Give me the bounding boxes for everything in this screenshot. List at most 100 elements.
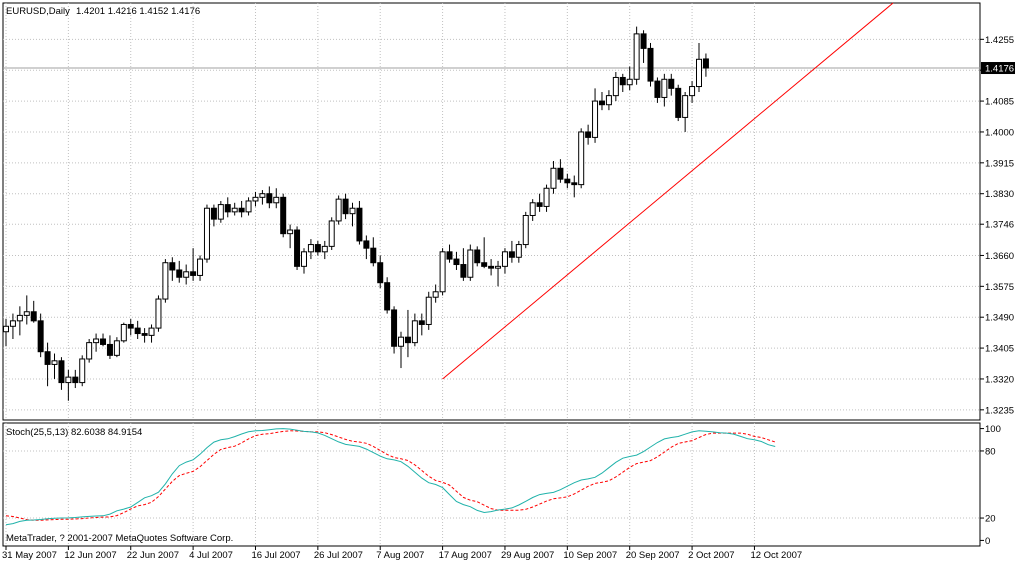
- candle: [16, 306, 23, 336]
- candle-body-down: [238, 207, 245, 213]
- candle: [86, 338, 93, 363]
- candle: [391, 306, 398, 354]
- price-tick-label: 1.4000: [985, 127, 1014, 138]
- candle-body-down: [370, 247, 377, 264]
- trendline[interactable]: [442, 2, 894, 380]
- main-panel-frame: [2, 2, 981, 421]
- candle: [307, 239, 314, 260]
- candle-body-up: [148, 327, 155, 336]
- candle: [106, 335, 113, 359]
- candle-body-up: [578, 131, 585, 186]
- time-tick-label: 12 Oct 2007: [750, 550, 802, 561]
- time-tick-label: 31 May 2007: [2, 550, 57, 561]
- candle-body-up: [252, 196, 259, 202]
- candle-body-up: [411, 320, 418, 344]
- candle: [446, 244, 453, 263]
- candle-body-up: [550, 167, 557, 189]
- candle: [127, 319, 134, 336]
- candle-body-up: [23, 311, 30, 316]
- price-tick-label: 1.3746: [985, 220, 1014, 231]
- candle: [252, 191, 259, 207]
- candle: [210, 204, 217, 227]
- candle: [488, 259, 495, 276]
- candle-body-down: [377, 262, 384, 284]
- candle-body-up: [259, 193, 266, 198]
- candle-body-up: [155, 298, 162, 329]
- candle: [411, 313, 418, 347]
- candle-body-up: [689, 86, 696, 97]
- time-tick-label: 17 Aug 2007: [439, 550, 492, 561]
- candle: [30, 300, 37, 323]
- candle: [585, 124, 592, 145]
- candle-body-up: [197, 258, 204, 276]
- symbol-label: EURUSD,Daily: [6, 6, 70, 17]
- stoch-tick-label: 0: [985, 536, 990, 547]
- candle: [300, 248, 307, 274]
- candle-body-up: [328, 220, 335, 247]
- candle: [654, 77, 661, 103]
- candle: [605, 90, 612, 111]
- time-tick-label: 16 Jul 2007: [251, 550, 300, 561]
- candle-body-up: [183, 271, 190, 278]
- candle-body-down: [474, 249, 481, 264]
- candle-body-down: [58, 360, 65, 384]
- price-tick-label: 1.3915: [985, 158, 1014, 169]
- candle: [197, 255, 204, 281]
- stoch-main-line: [5, 428, 776, 526]
- candle: [245, 197, 252, 216]
- candle-body-up: [86, 342, 93, 360]
- candle-body-down: [585, 131, 592, 138]
- time-tick-label: 22 Jun 2007: [127, 550, 179, 561]
- candle-body-down: [72, 376, 79, 384]
- candle: [633, 26, 640, 85]
- stoch-grid: [5, 423, 755, 546]
- stoch-signal-line: [5, 430, 776, 521]
- candle-body-up: [661, 78, 668, 98]
- candle: [224, 197, 231, 218]
- candle-body-up: [9, 320, 16, 327]
- stoch-tick-label: 80: [985, 446, 996, 457]
- candle-body-down: [141, 333, 148, 336]
- candle: [550, 161, 557, 194]
- candle: [536, 193, 543, 212]
- candle: [314, 240, 321, 256]
- candle: [668, 73, 675, 96]
- ohlc-label: 1.4201 1.4216 1.4152 1.4176: [76, 6, 200, 17]
- candle: [619, 73, 626, 92]
- candle: [398, 331, 405, 369]
- time-tick-label: 4 Jul 2007: [189, 550, 233, 561]
- candle-body-down: [210, 207, 217, 220]
- candle: [238, 200, 245, 218]
- candle-body-down: [481, 262, 488, 267]
- candle-body-down: [619, 76, 626, 86]
- candle: [162, 259, 169, 303]
- candle: [474, 246, 481, 267]
- candle-body-down: [127, 323, 134, 329]
- candle: [682, 91, 689, 132]
- candle: [176, 260, 183, 283]
- candle: [58, 357, 65, 390]
- candle-body-down: [294, 229, 301, 267]
- candle: [647, 42, 654, 87]
- candle: [640, 30, 647, 63]
- candle-body-down: [598, 100, 605, 106]
- candle: [79, 355, 86, 387]
- candle: [467, 244, 474, 281]
- candle: [44, 342, 51, 387]
- candle-body-down: [169, 262, 176, 271]
- copyright-label: MetaTrader, ? 2001-2007 MetaQuotes Softw…: [6, 533, 233, 544]
- candle: [363, 235, 370, 260]
- candle-body-down: [280, 196, 287, 235]
- candle-body-down: [224, 204, 231, 213]
- candle-body-down: [675, 87, 682, 118]
- candle-body-up: [321, 245, 328, 253]
- time-tick-label: 12 Jun 2007: [64, 550, 116, 561]
- candle-body-down: [453, 258, 460, 266]
- candle: [259, 190, 266, 205]
- candle: [543, 184, 550, 212]
- candle: [377, 255, 384, 289]
- candle: [522, 211, 529, 249]
- candle: [280, 193, 287, 238]
- time-tick-label: 10 Sep 2007: [563, 550, 617, 561]
